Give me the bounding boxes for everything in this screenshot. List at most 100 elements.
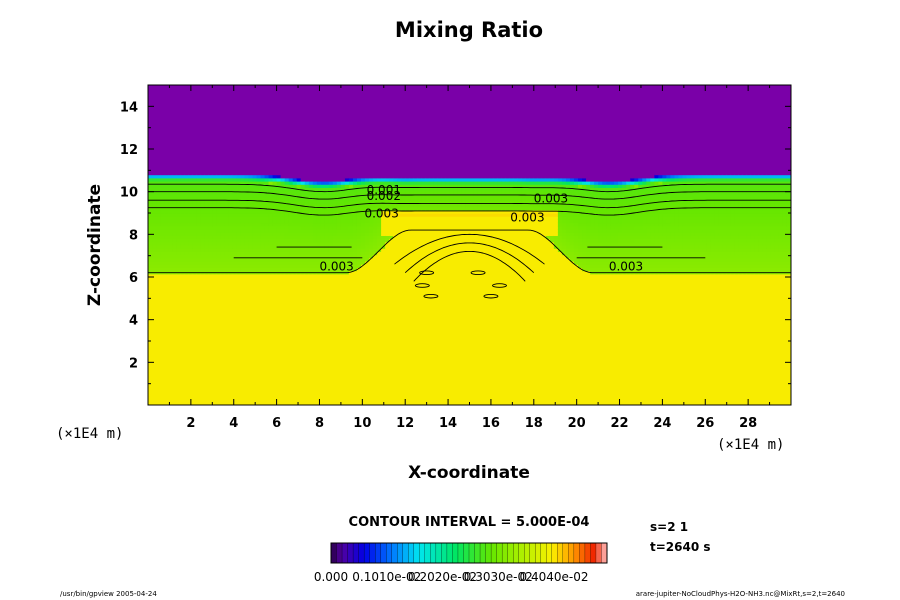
field-cell <box>590 184 595 188</box>
field-cell <box>256 177 262 182</box>
field-cell <box>328 254 334 259</box>
field-cell <box>356 257 362 262</box>
field-cell <box>722 238 728 243</box>
field-cell <box>734 200 740 204</box>
field-cell <box>260 213 266 217</box>
field-cell <box>360 190 366 195</box>
field-cell <box>634 219 639 224</box>
field-cell <box>730 235 736 240</box>
field-cell <box>682 177 688 182</box>
field-cell <box>332 257 338 262</box>
field-cell <box>240 203 246 208</box>
field-cell <box>561 241 567 246</box>
colorbar-tick-label: 0.3030e-02 <box>464 570 533 584</box>
field-cell <box>590 200 595 204</box>
field-cell <box>758 245 764 249</box>
field-cell <box>433 197 438 201</box>
field-cell <box>654 241 659 246</box>
field-cell <box>184 206 189 211</box>
field-cell <box>590 181 595 185</box>
field-cell <box>674 264 680 268</box>
field-cell <box>606 219 611 224</box>
field-cell <box>698 238 704 243</box>
field-cell <box>228 209 233 214</box>
field-cell <box>332 219 338 224</box>
field-cell <box>610 264 615 268</box>
field-cell <box>758 264 764 268</box>
field-cell <box>658 197 663 201</box>
field-cell <box>236 248 242 252</box>
field-cell <box>702 273 708 405</box>
field-cell <box>188 229 193 233</box>
field-cell <box>682 174 688 179</box>
field-cell <box>770 261 776 265</box>
field-cell <box>312 267 318 272</box>
colorbar-cell <box>501 542 509 564</box>
field-cell <box>156 174 161 179</box>
field-cell <box>332 238 338 243</box>
field-cell <box>453 206 459 211</box>
field-cell <box>718 206 724 211</box>
field-cell <box>461 200 467 204</box>
field-cell <box>288 206 294 211</box>
field-cell <box>517 200 523 204</box>
field-cell <box>758 261 764 265</box>
field-cell <box>449 193 455 198</box>
field-cell <box>658 181 663 185</box>
field-cell <box>453 187 459 192</box>
field-cell <box>690 187 696 192</box>
field-cell <box>312 206 318 211</box>
field-cell <box>369 85 374 179</box>
field-cell <box>164 209 169 214</box>
field-cell <box>622 273 627 405</box>
field-cell <box>513 197 519 201</box>
field-cell <box>441 190 446 195</box>
field-cell <box>248 264 254 268</box>
field-cell <box>642 85 647 179</box>
field-cell <box>513 206 519 211</box>
field-cell <box>742 85 748 176</box>
field-cell <box>582 254 587 259</box>
field-cell <box>268 241 274 246</box>
field-cell <box>513 200 519 204</box>
field-cell <box>650 209 655 214</box>
field-cell <box>180 184 185 188</box>
field-cell <box>272 229 278 233</box>
field-cell <box>590 213 595 217</box>
field-cell <box>586 85 591 182</box>
field-cell <box>385 213 390 217</box>
field-cell <box>650 257 655 262</box>
colorbar-cell <box>468 542 475 564</box>
field-cell <box>465 206 471 211</box>
field-cell <box>758 257 764 262</box>
field-cell <box>606 273 611 405</box>
field-cell <box>618 193 623 198</box>
field-cell <box>730 193 736 198</box>
field-cell <box>770 181 776 185</box>
field-cell <box>678 273 684 405</box>
field-cell <box>473 209 479 214</box>
field-cell <box>453 181 459 185</box>
field-cell <box>240 261 246 265</box>
field-cell <box>686 273 692 405</box>
field-cell <box>268 264 274 268</box>
field-cell <box>670 184 676 188</box>
field-cell <box>481 206 487 211</box>
field-cell <box>296 85 302 179</box>
field-cell <box>754 187 760 192</box>
field-cell <box>304 238 310 243</box>
field-cell <box>232 248 238 252</box>
field-cell <box>714 251 720 256</box>
field-cell <box>336 273 342 405</box>
field-cell <box>614 241 619 246</box>
field-cell <box>276 264 282 268</box>
field-cell <box>224 225 229 230</box>
field-cell <box>160 187 165 192</box>
field-cell <box>413 184 418 188</box>
field-cell <box>204 187 209 192</box>
field-cell <box>348 190 354 195</box>
field-cell <box>670 200 676 204</box>
field-cell <box>590 264 595 268</box>
field-cell <box>481 85 487 179</box>
